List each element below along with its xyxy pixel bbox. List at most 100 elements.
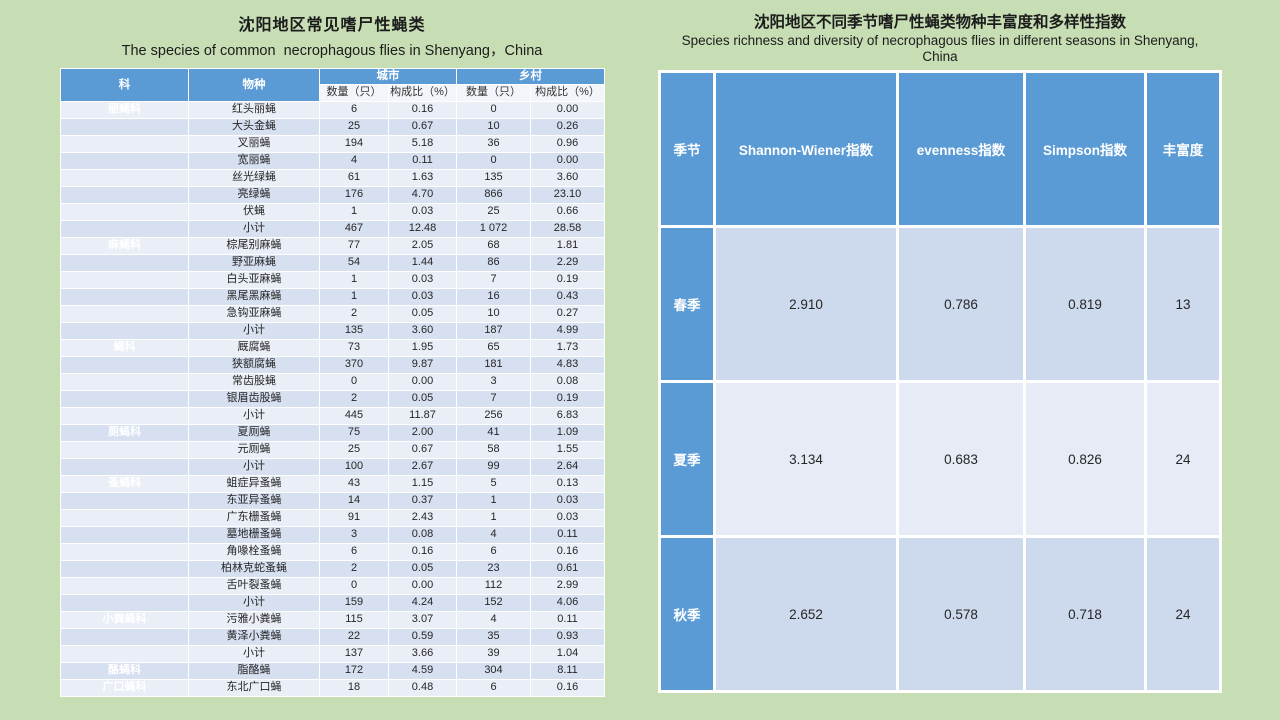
family-cell — [60, 390, 189, 408]
village-percent-cell: 2.29 — [530, 254, 605, 272]
species-cell: 急钩亚麻蝇 — [188, 305, 320, 323]
village-percent-cell: 1.73 — [530, 339, 605, 357]
left-table-row: 丽蝇科 红头丽蝇 6 0.16 0 0.00 — [60, 101, 605, 119]
city-count-cell: 18 — [319, 679, 389, 697]
left-table-row: 厕蝇科 夏厕蝇 75 2.00 41 1.09 — [60, 424, 605, 442]
left-table-title-zh: 沈阳地区常见嗜尸性蝇类 — [238, 17, 426, 34]
simpson-header: Simpson指数 — [1026, 73, 1144, 225]
species-cell: 棕尾别麻蝇 — [188, 237, 320, 255]
city-percent-cell: 0.16 — [388, 101, 457, 119]
left-table-row: 伏蝇 1 0.03 25 0.66 — [60, 203, 605, 221]
left-table-row: 蚤蝇科 蛆症异蚤蝇 43 1.15 5 0.13 — [60, 475, 605, 493]
simpson-cell: 0.826 — [1026, 383, 1144, 535]
shannon-wiener-cell: 2.652 — [716, 538, 896, 690]
family-cell — [60, 458, 189, 476]
city-count-cell: 194 — [319, 135, 389, 153]
city-percent-cell: 0.59 — [388, 628, 457, 646]
season-cell: 秋季 — [661, 538, 713, 690]
city-percent-cell: 0.03 — [388, 288, 457, 306]
village-percent-cell: 4.99 — [530, 322, 605, 340]
village-header: 乡村 — [456, 68, 605, 85]
village-percent-cell: 23.10 — [530, 186, 605, 204]
left-table-row: 银眉齿股蝇 2 0.05 7 0.19 — [60, 390, 605, 408]
village-count-cell: 1 — [456, 509, 531, 527]
village-percent-cell: 0.03 — [530, 492, 605, 510]
village-percent-cell: 0.00 — [530, 152, 605, 170]
family-cell — [60, 543, 189, 561]
village-percent-cell: 0.08 — [530, 373, 605, 391]
family-cell — [60, 577, 189, 595]
right-table-header-row: 季节 Shannon-Wiener指数 evenness指数 Simpson指数… — [661, 73, 1219, 225]
city-count-cell: 3 — [319, 526, 389, 544]
village-count-cell: 1 — [456, 492, 531, 510]
city-percent-cell: 0.03 — [388, 203, 457, 221]
left-table-row: 野亚麻蝇 54 1.44 86 2.29 — [60, 254, 605, 272]
species-cell: 东亚异蚤蝇 — [188, 492, 320, 510]
village-count-cell: 181 — [456, 356, 531, 374]
richness-cell: 13 — [1147, 228, 1219, 380]
left-table-row: 元厕蝇 25 0.67 58 1.55 — [60, 441, 605, 459]
left-table-row: 广口蝇科 东北广口蝇 18 0.48 6 0.16 — [60, 679, 605, 697]
city-percent-cell: 0.08 — [388, 526, 457, 544]
species-header: 物种 — [188, 68, 320, 102]
city-count-cell: 135 — [319, 322, 389, 340]
left-table-row: 小计 137 3.66 39 1.04 — [60, 645, 605, 663]
simpson-cell: 0.718 — [1026, 538, 1144, 690]
city-count-cell: 467 — [319, 220, 389, 238]
family-cell — [60, 356, 189, 374]
village-count-header: 数量（只） — [456, 84, 531, 102]
village-percent-cell: 1.81 — [530, 237, 605, 255]
left-table-row: 常齿股蝇 0 0.00 3 0.08 — [60, 373, 605, 391]
village-percent-cell: 4.83 — [530, 356, 605, 374]
city-percent-cell: 2.43 — [388, 509, 457, 527]
species-cell: 柏林克蛇蚤蝇 — [188, 560, 320, 578]
city-count-cell: 43 — [319, 475, 389, 493]
left-table-row: 蝇科 厩腐蝇 73 1.95 65 1.73 — [60, 339, 605, 357]
city-percent-cell: 12.48 — [388, 220, 457, 238]
shannon-wiener-cell: 2.910 — [716, 228, 896, 380]
species-cell: 小计 — [188, 645, 320, 663]
species-cell: 亮绿蝇 — [188, 186, 320, 204]
evenness-header: evenness指数 — [899, 73, 1023, 225]
family-cell — [60, 220, 189, 238]
left-species-table: 科 物种 城市 乡村 数量（只） 构成比（%） 数量（只） 构成比（%） 丽蝇科… — [60, 68, 605, 697]
village-percent-cell: 0.13 — [530, 475, 605, 493]
city-percent-cell: 3.60 — [388, 322, 457, 340]
family-cell — [60, 322, 189, 340]
species-cell: 广东栅蚤蝇 — [188, 509, 320, 527]
city-percent-cell: 9.87 — [388, 356, 457, 374]
city-percent-cell: 0.00 — [388, 577, 457, 595]
city-count-cell: 25 — [319, 441, 389, 459]
species-cell: 舌叶裂蚤蝇 — [188, 577, 320, 595]
left-table-row: 叉丽蝇 194 5.18 36 0.96 — [60, 135, 605, 153]
family-cell — [60, 305, 189, 323]
village-count-cell: 10 — [456, 118, 531, 136]
left-table-header-row-1: 科 物种 城市 乡村 — [60, 68, 605, 102]
left-table-row: 舌叶裂蚤蝇 0 0.00 112 2.99 — [60, 577, 605, 595]
village-percent-cell: 0.19 — [530, 390, 605, 408]
left-table-row: 小粪蝇科 污雅小粪蝇 115 3.07 4 0.11 — [60, 611, 605, 629]
species-cell: 常齿股蝇 — [188, 373, 320, 391]
village-percent-cell: 0.43 — [530, 288, 605, 306]
species-cell: 小计 — [188, 594, 320, 612]
city-percent-cell: 0.11 — [388, 152, 457, 170]
family-cell — [60, 288, 189, 306]
family-cell: 厕蝇科 — [60, 424, 189, 442]
city-count-cell: 137 — [319, 645, 389, 663]
family-cell — [60, 645, 189, 663]
species-cell: 红头丽蝇 — [188, 101, 320, 119]
left-table-row: 黑尾黑麻蝇 1 0.03 16 0.43 — [60, 288, 605, 306]
city-percent-cell: 1.95 — [388, 339, 457, 357]
family-cell — [60, 441, 189, 459]
species-cell: 角喙栓蚤蝇 — [188, 543, 320, 561]
village-count-cell: 866 — [456, 186, 531, 204]
city-count-cell: 25 — [319, 118, 389, 136]
city-count-header: 数量（只） — [319, 84, 389, 102]
species-cell: 小计 — [188, 407, 320, 425]
species-cell: 东北广口蝇 — [188, 679, 320, 697]
village-percent-cell: 0.03 — [530, 509, 605, 527]
city-count-cell: 100 — [319, 458, 389, 476]
village-percent-cell: 1.55 — [530, 441, 605, 459]
village-percent-cell: 1.04 — [530, 645, 605, 663]
city-count-cell: 22 — [319, 628, 389, 646]
